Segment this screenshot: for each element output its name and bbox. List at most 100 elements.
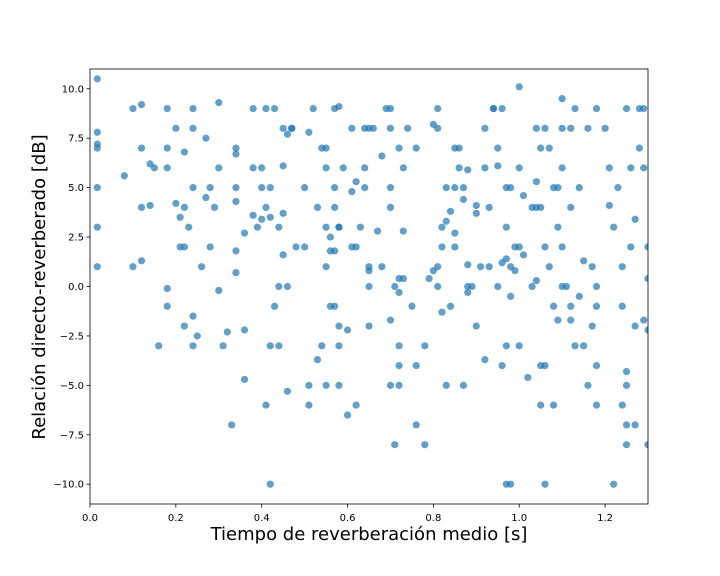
data-point — [258, 215, 266, 223]
data-point — [442, 381, 450, 389]
y-tick-label: −7.5 — [60, 430, 84, 441]
data-point — [434, 124, 442, 132]
data-point — [249, 104, 257, 113]
data-point — [442, 184, 450, 192]
data-point — [266, 342, 274, 350]
data-point — [313, 203, 322, 212]
data-point — [631, 421, 639, 429]
data-point — [549, 401, 558, 409]
data-point — [301, 243, 309, 251]
data-point — [270, 104, 279, 113]
data-point — [618, 401, 626, 409]
data-point — [592, 104, 601, 113]
data-point — [232, 247, 240, 255]
data-point — [408, 302, 416, 310]
data-point — [386, 104, 395, 113]
data-point — [532, 178, 541, 186]
data-point — [434, 282, 442, 291]
data-point — [631, 215, 639, 223]
data-point — [331, 184, 339, 192]
data-point — [464, 288, 472, 297]
data-point — [258, 184, 266, 192]
data-point — [588, 263, 596, 271]
x-tick-label: 0.6 — [340, 513, 356, 524]
data-point — [567, 203, 575, 212]
data-point — [240, 229, 249, 237]
x-axis-label: Tiempo de reverberación medio [s] — [210, 524, 528, 545]
data-point — [180, 322, 189, 330]
data-point — [545, 144, 553, 152]
data-point — [279, 209, 287, 217]
x-tick-label: 0.8 — [425, 513, 441, 524]
data-point — [361, 164, 369, 172]
data-point — [412, 144, 420, 152]
data-point — [395, 144, 403, 152]
data-point — [301, 184, 309, 192]
data-point — [575, 292, 583, 300]
data-point — [519, 251, 528, 259]
data-point — [446, 207, 455, 215]
data-point — [412, 421, 420, 429]
data-point — [515, 164, 523, 172]
data-point — [438, 223, 446, 231]
data-point — [644, 274, 648, 283]
data-point — [498, 361, 506, 370]
data-point — [584, 381, 592, 389]
data-point — [279, 162, 287, 170]
data-point — [365, 282, 373, 291]
y-tick-label: 0.0 — [68, 282, 84, 293]
data-point — [455, 164, 463, 172]
data-point — [438, 308, 446, 316]
data-point — [502, 342, 510, 350]
data-point — [481, 124, 489, 132]
data-point — [180, 203, 189, 212]
data-point — [558, 95, 566, 103]
data-point — [232, 197, 240, 206]
x-tick-label: 1.2 — [597, 513, 613, 524]
data-point — [206, 184, 214, 192]
data-point — [640, 316, 648, 324]
data-point — [189, 124, 197, 132]
data-point — [605, 201, 613, 210]
data-point — [412, 361, 420, 370]
data-point — [575, 184, 583, 192]
data-point — [502, 223, 510, 231]
data-point — [331, 302, 339, 310]
data-point — [93, 263, 101, 271]
data-point — [395, 342, 403, 350]
data-point — [249, 211, 257, 219]
data-point — [331, 247, 339, 255]
data-point — [640, 104, 648, 113]
data-point — [507, 480, 515, 488]
data-point — [498, 104, 506, 113]
data-point — [399, 164, 407, 172]
data-point — [137, 144, 146, 152]
data-point — [206, 243, 214, 251]
data-point — [163, 144, 171, 152]
data-point — [266, 184, 274, 192]
data-point — [146, 201, 154, 210]
data-point — [524, 373, 532, 382]
data-point — [137, 257, 146, 265]
data-point — [365, 322, 373, 330]
data-point — [451, 184, 459, 192]
data-point — [232, 144, 240, 152]
data-point — [172, 124, 180, 132]
data-point — [618, 263, 626, 271]
data-point — [386, 316, 395, 324]
data-point — [232, 150, 240, 158]
data-point — [438, 243, 446, 251]
data-point — [640, 164, 648, 172]
data-point — [592, 361, 601, 370]
data-point — [378, 263, 386, 271]
data-point — [532, 124, 541, 132]
data-point — [404, 124, 412, 132]
data-point — [270, 302, 279, 310]
data-point — [580, 257, 588, 265]
data-point — [180, 148, 189, 156]
data-point — [472, 322, 480, 330]
data-point — [459, 381, 468, 389]
data-point — [262, 104, 270, 113]
data-point — [198, 263, 206, 271]
data-point — [425, 274, 433, 283]
